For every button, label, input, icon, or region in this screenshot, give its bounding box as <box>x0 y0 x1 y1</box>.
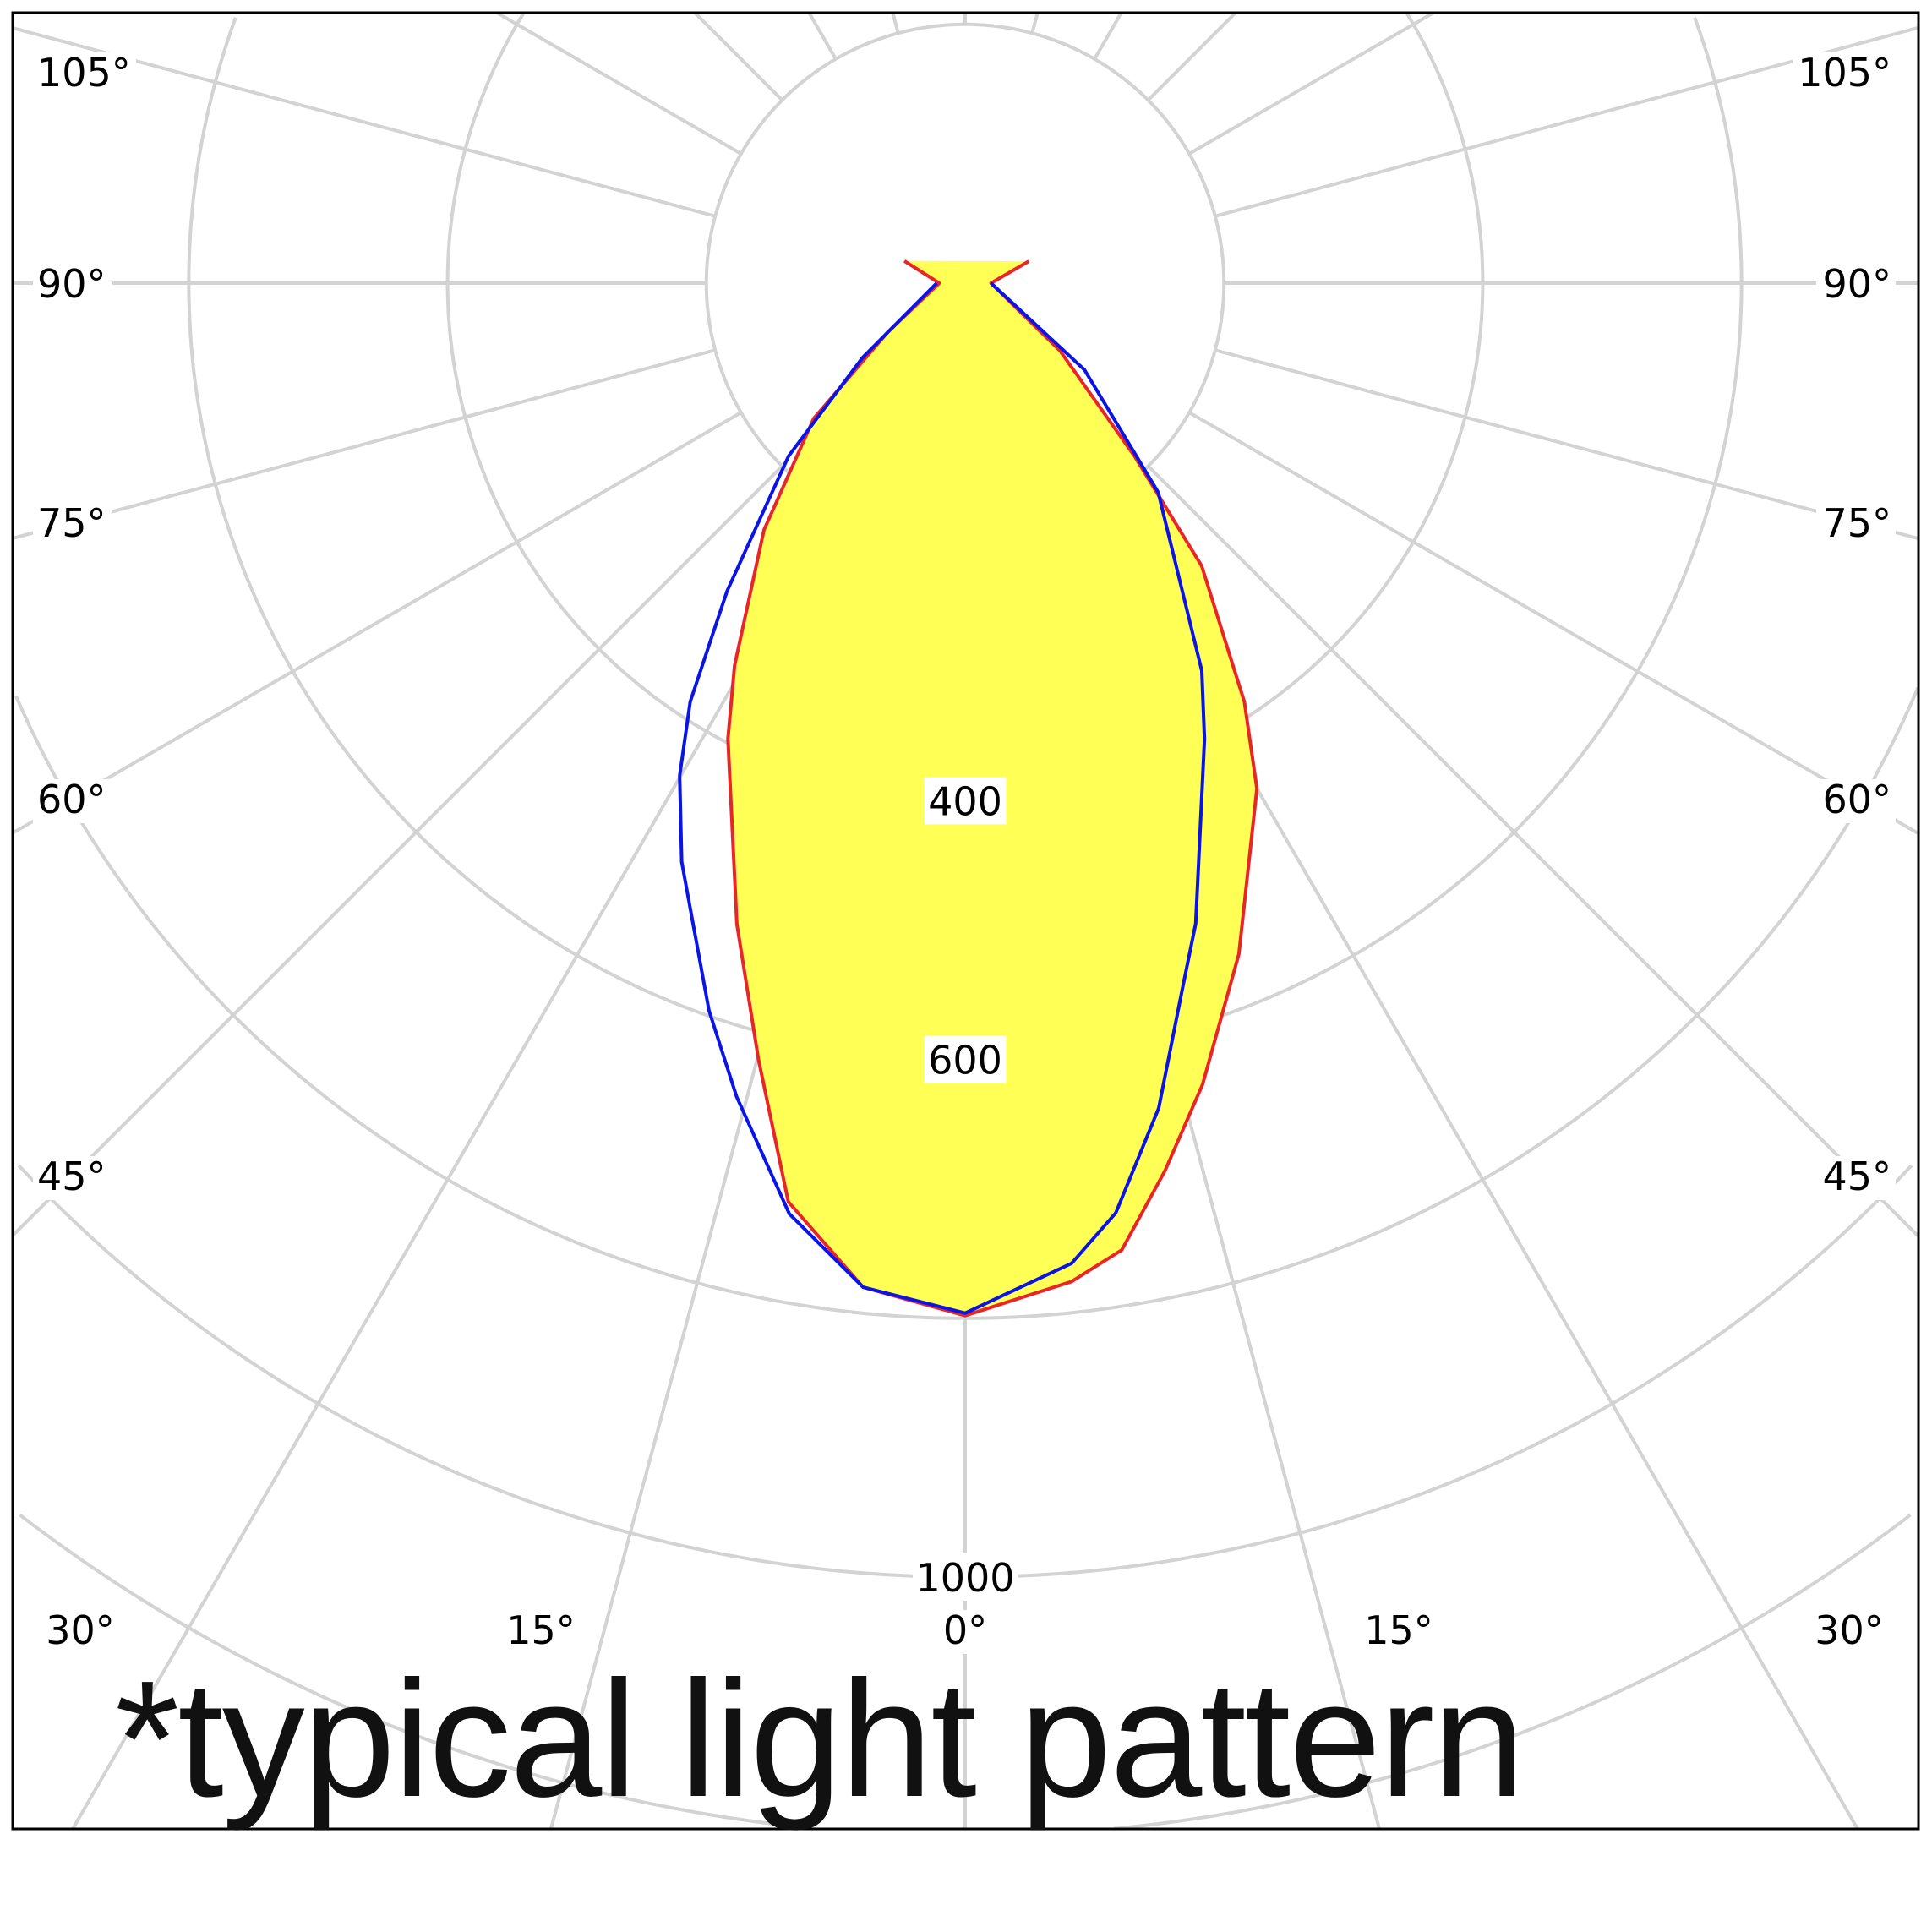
grid-spoke-45 <box>1147 465 1920 1238</box>
grid-ring-1000 <box>17 1164 1913 1579</box>
grid-spoke-150 <box>1093 11 1123 60</box>
grid-spoke-300 <box>11 411 742 835</box>
chart-frame <box>11 11 1920 1831</box>
angle-label-bg <box>1816 779 1896 823</box>
angle-label-bg <box>1816 1156 1896 1200</box>
grid-spoke-210 <box>807 11 838 60</box>
grid-spoke-240 <box>495 11 742 156</box>
angle-label-right: 75° <box>1822 500 1891 546</box>
angle-label-right: 60° <box>1822 777 1891 822</box>
grid-spoke-195 <box>891 12 900 34</box>
angle-label-bg <box>501 1610 581 1654</box>
radial-tick-label: 400 <box>928 778 1002 824</box>
grid-ring-1200 <box>19 1513 1912 1831</box>
typical-light-pattern-note: *typical light pattern <box>115 1646 1525 1831</box>
grid-spoke-165 <box>1030 12 1040 34</box>
angle-label-bg <box>33 52 136 96</box>
angle-label-left: 105° <box>37 50 131 96</box>
radial-tick-label: 600 <box>928 1038 1002 1083</box>
angle-label-right: 105° <box>1798 50 1891 96</box>
radial-label-bg <box>924 1035 1007 1083</box>
angle-label-bottom: 30° <box>1815 1607 1884 1653</box>
angle-label-bg <box>33 264 112 308</box>
angle-label-left: 90° <box>37 261 106 307</box>
grid-spoke-120 <box>1188 11 1435 156</box>
angle-label-left: 60° <box>37 777 106 822</box>
grid-spoke-330 <box>71 506 838 1831</box>
grid-spoke-285 <box>12 348 716 540</box>
grid-spoke-75 <box>1214 348 1919 541</box>
curve-line-1 <box>678 281 1207 1315</box>
angle-label-right: 45° <box>1822 1154 1891 1199</box>
angle-label-bg <box>937 1610 993 1654</box>
radial-label-bg <box>913 1553 1018 1601</box>
axis-labels: 400 600 1000 105° 90° 75° 60° 45° 105° 90° 75° 60° 4… <box>33 50 1896 1654</box>
radial-tick-label: 1000 <box>915 1555 1014 1601</box>
angle-label-bg <box>1816 503 1896 547</box>
angle-label-bottom: 15° <box>1364 1607 1433 1653</box>
angle-label-bg <box>41 1610 120 1654</box>
angle-label-right: 90° <box>1822 261 1891 307</box>
grid-spoke-135 <box>1147 11 1237 101</box>
angle-label-bottom: 0° <box>943 1607 987 1653</box>
angle-label-bg <box>1359 1610 1438 1654</box>
angle-label-bg <box>1793 52 1896 96</box>
angle-label-bottom: 30° <box>46 1607 115 1653</box>
curve-line-0 <box>726 259 1259 1318</box>
angle-label-bg <box>33 1156 112 1200</box>
angle-label-left: 75° <box>37 500 106 546</box>
radial-label-bg <box>924 777 1007 825</box>
grid-spoke-60 <box>1188 411 1920 835</box>
angle-label-bottom: 15° <box>506 1607 576 1653</box>
angle-label-bg <box>1809 1610 1889 1654</box>
angle-label-left: 45° <box>37 1154 106 1199</box>
angle-label-bg <box>1816 264 1896 308</box>
grid-spoke-315 <box>11 465 783 1237</box>
angle-label-bg <box>33 779 112 823</box>
grid-ring-800 <box>14 686 1920 1320</box>
angle-label-bg <box>33 503 112 547</box>
grid-spoke-225 <box>693 11 783 101</box>
